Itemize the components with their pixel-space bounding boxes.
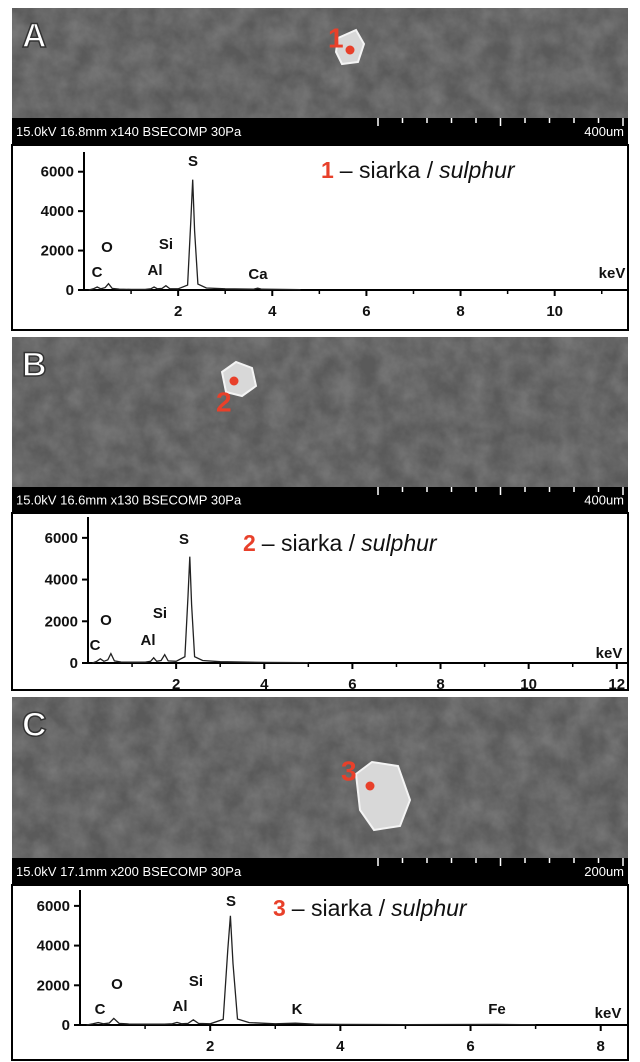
x-axis-label: keV [595,1005,622,1022]
x-axis-label: keV [596,645,623,662]
title-text: – siarka / [262,530,356,556]
info-text: 15.0kV 16.8mm x140 BSECOMP 30Pa [16,124,242,139]
peak-label: O [101,239,113,256]
y-tick-label: 6000 [45,530,78,547]
title-text: – siarka / [340,157,434,183]
x-tick-label: 6 [362,303,370,320]
peak-label: C [90,637,101,654]
peak-label: K [292,1001,303,1018]
x-tick-label: 2 [172,676,180,693]
point-marker [366,782,375,791]
peak-label: Si [153,605,167,622]
y-tick-label: 2000 [37,977,70,994]
peak-label: Fe [488,1001,506,1018]
x-tick-label: 10 [546,303,563,320]
peak-label: S [179,531,189,548]
scale-text: 200um [584,864,624,879]
peak-label: S [188,153,198,170]
y-tick-label: 4000 [45,572,78,589]
x-tick-label: 6 [348,676,356,693]
point-number: 1 [328,22,344,53]
x-tick-label: 4 [268,303,277,320]
peak-label: O [100,612,112,629]
peak-label: Si [189,973,203,990]
spectrum-title: 1– siarka /sulphur [321,157,516,183]
title-number: 2 [243,530,256,556]
y-tick-label: 2000 [45,613,78,630]
x-tick-label: 8 [436,676,444,693]
y-tick-label: 6000 [37,898,70,915]
peak-label: S [226,893,236,910]
scale-text: 400um [584,492,624,507]
peak-label: O [111,976,123,993]
peak-label: Al [141,632,156,649]
x-tick-label: 12 [608,676,625,693]
info-text: 15.0kV 17.1mm x200 BSECOMP 30Pa [16,864,242,879]
peak-label: Si [159,236,173,253]
spectrum-title: 2– siarka /sulphur [243,530,438,556]
title-italic: sulphur [361,530,438,556]
peak-label: C [92,264,103,281]
title-italic: sulphur [439,157,516,183]
sem-image-texture [12,8,628,118]
x-tick-label: 2 [206,1038,214,1055]
peak-label: C [95,1001,106,1018]
title-text: – siarka / [292,895,386,921]
y-tick-label: 0 [66,282,74,299]
x-tick-label: 2 [174,303,182,320]
spectrum-frame [12,145,628,330]
sem-image-texture [12,697,628,858]
scale-text: 400um [584,124,624,139]
x-tick-label: 8 [597,1038,605,1055]
x-tick-label: 10 [520,676,537,693]
x-tick-label: 6 [466,1038,474,1055]
title-italic: sulphur [391,895,468,921]
title-number: 3 [273,895,286,921]
y-tick-label: 0 [62,1017,70,1034]
peak-label: Ca [248,266,268,283]
panel-letter: B [22,346,47,384]
y-tick-label: 2000 [41,243,74,260]
y-tick-label: 6000 [41,164,74,181]
panel-letter: C [22,706,47,744]
figure: A 1 15.0kV 16.8mm x140 BSECOMP 30Pa 400um 0 2… [0,0,640,1062]
peak-label: Al [173,998,188,1015]
panel-letter: A [22,17,47,55]
spectrum-title: 3– siarka /sulphur [273,895,468,921]
point-number: 3 [341,755,357,786]
x-axis-label: keV [599,265,626,282]
point-marker [346,46,355,55]
y-tick-label: 4000 [41,203,74,220]
title-number: 1 [321,157,334,183]
peak-label: Al [148,262,163,279]
x-tick-label: 4 [336,1038,345,1055]
x-tick-label: 8 [456,303,464,320]
point-number: 2 [216,386,232,417]
info-text: 15.0kV 16.6mm x130 BSECOMP 30Pa [16,492,242,507]
x-tick-label: 4 [260,676,269,693]
y-tick-label: 4000 [37,938,70,955]
sem-image-texture [12,337,628,487]
point-marker [230,377,239,386]
y-tick-label: 0 [70,655,78,672]
